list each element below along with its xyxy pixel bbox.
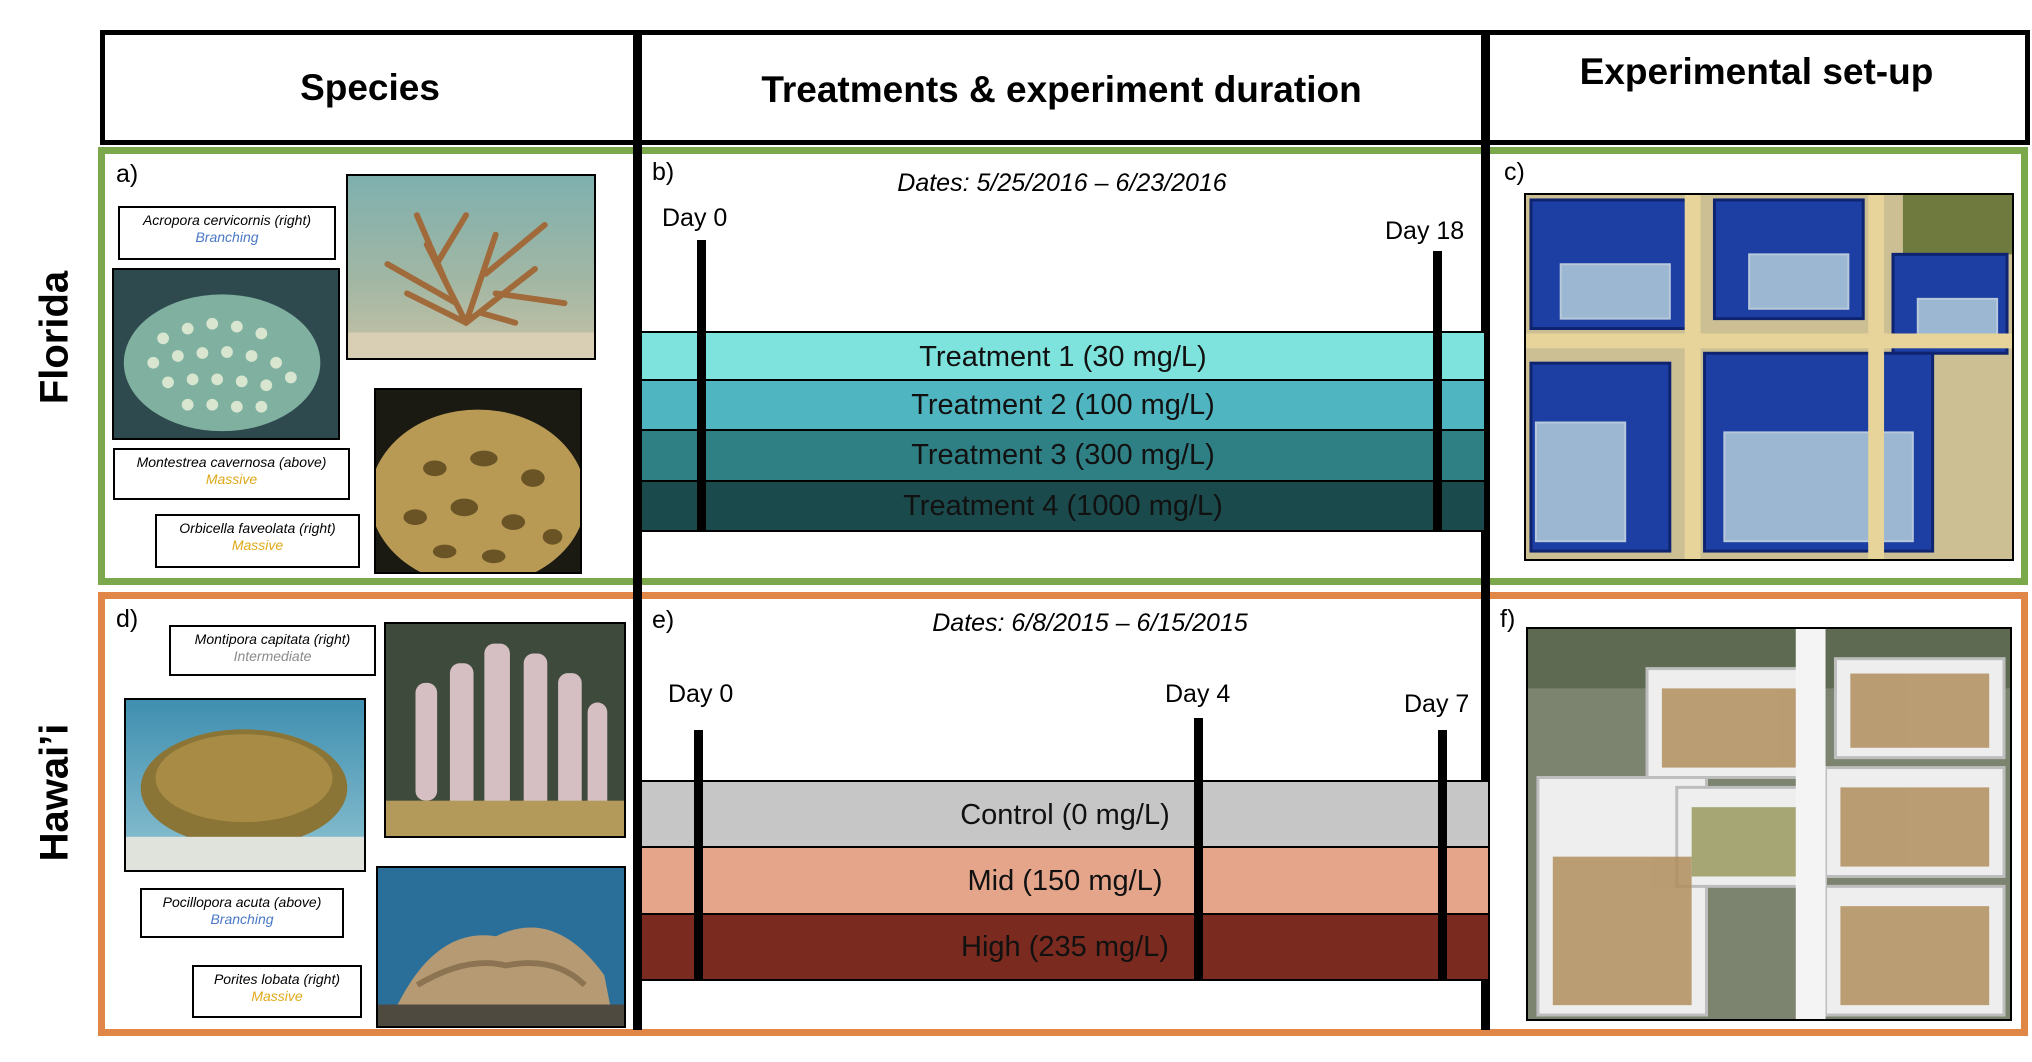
species-morphology: Massive: [251, 988, 303, 1004]
treatment-band-4: Treatment 4 (1000 mg/L): [642, 480, 1484, 532]
region-label-hawaii: Hawai’i: [32, 723, 77, 862]
species-morphology: Branching: [210, 911, 274, 927]
species-name: Acropora cervicornis (right): [142, 212, 312, 228]
day-marker-florida-start: [697, 240, 706, 532]
species-morphology: Intermediate: [233, 648, 312, 664]
photo-orbicella-faveolata: [374, 388, 582, 574]
header-species: Species: [100, 30, 640, 145]
treatment-band-3: Treatment 3 (300 mg/L): [642, 429, 1484, 480]
day-marker-hawaii-start: [694, 730, 703, 980]
species-morphology: Massive: [205, 471, 258, 487]
photo-acropora-cervicornis: [346, 174, 596, 360]
photo-porites-lobata: [376, 866, 626, 1028]
photo-montipora-capitata: [384, 622, 626, 838]
panel-label-c: c): [1504, 158, 1525, 186]
day-label-hawaii-mid: Day 4: [1165, 680, 1231, 708]
treatment-band-mid: Mid (150 mg/L): [642, 846, 1488, 914]
header-treatments-label: Treatments & experiment duration: [761, 69, 1362, 110]
panel-label-d: d): [116, 605, 139, 633]
species-box-montipora: Montipora capitata (right) Intermediate: [169, 625, 376, 676]
photo-montestrea-cavernosa: [112, 268, 340, 440]
hawaii-frame: [98, 592, 2028, 1036]
column-divider-right: [1481, 30, 1490, 1030]
species-box-acropora: Acropora cervicornis (right) Branching: [118, 206, 336, 260]
species-morphology: Massive: [231, 537, 284, 553]
panel-label-a: a): [116, 160, 139, 188]
header-setup: Experimental set-up: [1483, 30, 2030, 145]
header-species-label: Species: [300, 66, 440, 108]
species-name: Montipora capitata (right): [194, 631, 351, 647]
species-name: Orbicella faveolata (right): [179, 520, 336, 536]
dates-florida: Dates: 5/25/2016 – 6/23/2016: [897, 169, 1227, 197]
species-box-orbicella: Orbicella faveolata (right) Massive: [155, 514, 360, 568]
treatment-band-1: Treatment 1 (30 mg/L): [642, 331, 1484, 381]
header-treatments: Treatments & experiment duration: [635, 30, 1488, 145]
region-label-florida: Florida: [32, 270, 77, 405]
panel-label-f: f): [1500, 605, 1516, 633]
dates-hawaii: Dates: 6/8/2015 – 6/15/2015: [932, 609, 1248, 637]
species-box-pocillopora: Pocillopora acuta (above) Branching: [140, 888, 344, 938]
column-divider-left: [633, 30, 642, 1030]
species-name: Pocillopora acuta (above): [162, 894, 322, 910]
species-box-montestrea: Montestrea cavernosa (above) Massive: [113, 448, 350, 500]
day-label-hawaii-end: Day 7: [1404, 690, 1470, 718]
day-marker-hawaii-mid: [1194, 718, 1203, 980]
photo-florida-setup: [1524, 193, 2014, 561]
species-box-porites: Porites lobata (right) Massive: [192, 965, 362, 1018]
florida-frame: [98, 147, 2028, 585]
treatment-band-control: Control (0 mg/L): [642, 780, 1488, 848]
species-name: Porites lobata (right): [213, 971, 341, 987]
day-marker-florida-end: [1433, 251, 1442, 532]
header-setup-label: Experimental set-up: [1579, 51, 1934, 92]
day-label-florida-end: Day 18: [1385, 217, 1465, 245]
photo-pocillopora-acuta: [124, 698, 366, 872]
species-morphology: Branching: [195, 229, 259, 245]
panel-label-e: e): [652, 606, 675, 634]
day-label-florida-start: Day 0: [662, 204, 728, 232]
species-name: Montestrea cavernosa (above): [136, 454, 327, 470]
treatment-band-high: High (235 mg/L): [642, 913, 1488, 981]
photo-hawaii-setup: [1526, 627, 2012, 1021]
panel-label-b: b): [652, 158, 675, 186]
day-label-hawaii-start: Day 0: [668, 680, 734, 708]
day-marker-hawaii-end: [1438, 730, 1447, 980]
treatment-band-2: Treatment 2 (100 mg/L): [642, 379, 1484, 430]
